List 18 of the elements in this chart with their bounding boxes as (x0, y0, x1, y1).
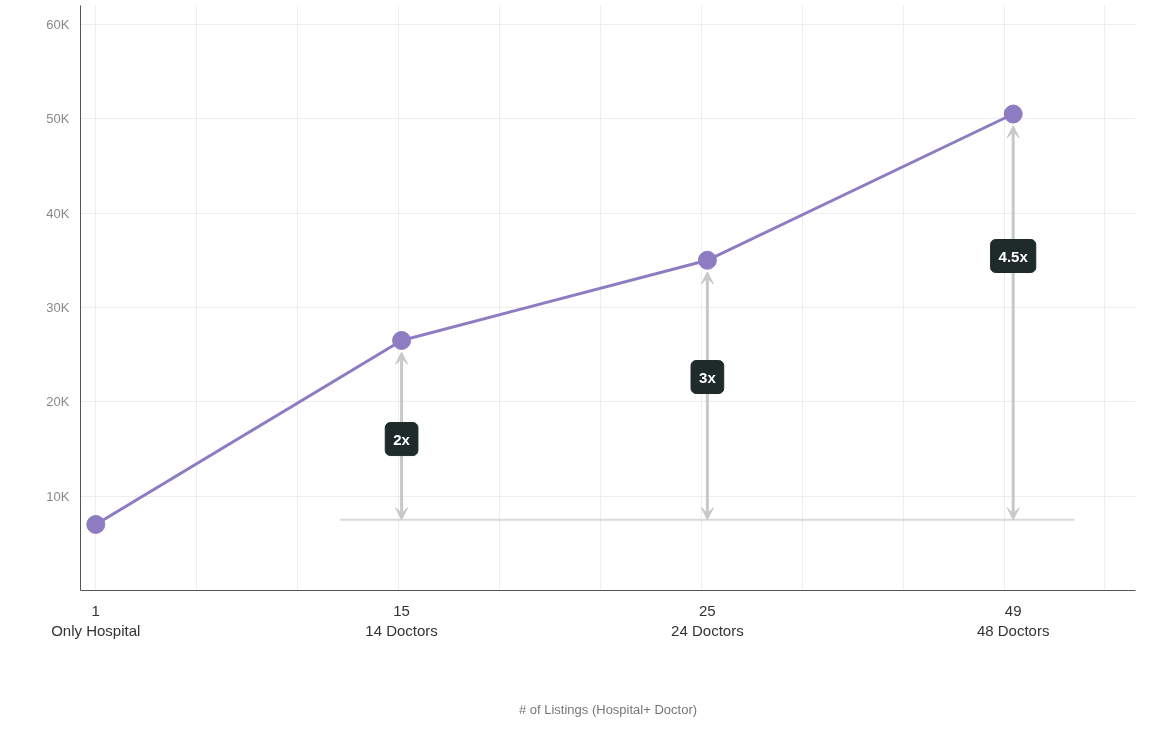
y-tick-label: 60K (46, 16, 70, 32)
y-tick-label: 30K (46, 299, 70, 315)
annotation: 2x (393, 430, 411, 448)
point (1003, 104, 1023, 124)
y-tick-label: 40K (46, 205, 70, 221)
annotation: 3x (699, 368, 717, 386)
point (697, 250, 717, 270)
x-tick-label: 25 24 Doctors (671, 601, 744, 639)
x-tick-label: 49 48 Doctors (976, 601, 1050, 639)
point (86, 514, 106, 534)
point (392, 330, 412, 350)
x-axis-title: # of Listings (Hospital+ Doctor) (518, 701, 698, 717)
y-tick-label: 20K (46, 394, 70, 410)
y-tick-label: 10K (46, 488, 70, 504)
annotation: 4.5x (998, 247, 1029, 265)
x-tick-label: 1 Only Hospital (51, 601, 141, 639)
x-tick-label: 15 14 Doctors (365, 601, 438, 639)
y-tick-label: 50K (46, 111, 70, 127)
